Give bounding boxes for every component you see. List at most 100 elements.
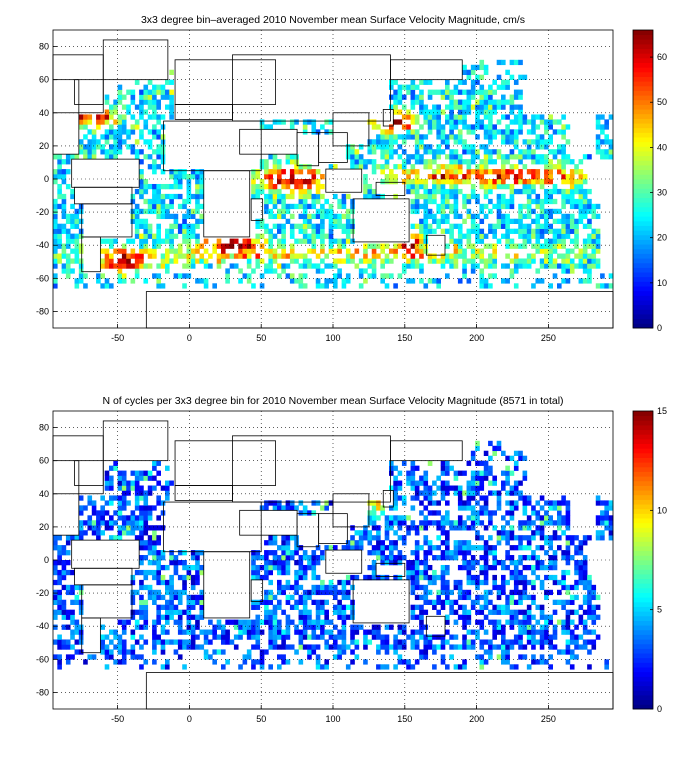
- data-cell: [277, 119, 282, 125]
- data-cell: [389, 273, 394, 279]
- data-cell: [548, 124, 553, 130]
- data-cell: [225, 273, 230, 279]
- data-cell: [337, 604, 342, 610]
- colorbar-segment: [633, 34, 653, 40]
- data-cell: [531, 198, 536, 205]
- data-cell: [221, 243, 226, 249]
- data-cell: [208, 253, 213, 259]
- data-cell: [414, 555, 420, 561]
- data-cell: [177, 644, 183, 650]
- data-cell: [453, 263, 459, 269]
- data-cell: [113, 99, 118, 105]
- data-cell: [475, 530, 480, 536]
- data-cell: [595, 500, 601, 506]
- data-cell: [600, 510, 605, 516]
- data-cell: [492, 634, 497, 640]
- data-cell: [147, 139, 153, 145]
- data-cell: [600, 124, 605, 130]
- y-tick-label: 80: [39, 42, 49, 52]
- data-cell: [169, 243, 174, 249]
- data-cell: [277, 569, 282, 576]
- data-cell: [298, 639, 304, 645]
- data-cell: [281, 198, 286, 205]
- data-cell: [535, 560, 541, 566]
- data-cell: [156, 460, 161, 466]
- data-cell: [445, 599, 450, 605]
- colorbar-segment: [633, 290, 653, 296]
- data-cell: [505, 579, 510, 586]
- data-cell: [600, 149, 605, 155]
- data-cell: [505, 139, 510, 145]
- data-cell: [419, 584, 424, 591]
- data-cell: [539, 183, 545, 190]
- data-cell: [462, 634, 467, 640]
- data-cell: [410, 179, 416, 185]
- data-cell: [177, 589, 183, 596]
- data-cell: [608, 515, 614, 521]
- data-cell: [328, 584, 334, 591]
- data-cell: [173, 169, 179, 175]
- data-cell: [229, 238, 235, 244]
- data-cell: [591, 248, 597, 254]
- data-cell: [445, 169, 450, 175]
- data-cell: [419, 253, 424, 259]
- data-cell: [199, 609, 205, 615]
- data-cell: [509, 594, 515, 601]
- data-cell: [233, 624, 239, 630]
- data-cell: [479, 84, 485, 90]
- colorbar-segment: [633, 262, 653, 268]
- data-cell: [139, 490, 144, 496]
- data-cell: [380, 154, 385, 160]
- data-cell: [298, 223, 304, 229]
- data-cell: [436, 223, 441, 229]
- colorbar-frame: [632, 29, 654, 329]
- data-cell: [608, 114, 614, 120]
- data-cell: [522, 579, 528, 586]
- data-cell: [104, 248, 110, 254]
- data-cell: [298, 584, 304, 591]
- data-cell: [539, 243, 545, 249]
- data-cell: [539, 139, 545, 145]
- data-cell: [160, 649, 166, 655]
- data-cell: [298, 564, 304, 571]
- data-cell: [152, 124, 157, 130]
- data-cell: [251, 283, 256, 289]
- data-cell: [410, 550, 416, 556]
- data-cell: [315, 129, 321, 135]
- data-cell: [449, 179, 454, 185]
- data-cell: [182, 283, 187, 289]
- data-cell: [410, 485, 416, 491]
- data-cell: [440, 485, 446, 491]
- data-cell: [315, 644, 321, 650]
- data-cell: [277, 560, 282, 566]
- data-cell: [251, 193, 256, 200]
- data-cell: [104, 129, 110, 135]
- data-cell: [367, 574, 373, 581]
- data-cell: [333, 589, 338, 596]
- data-cell: [186, 624, 192, 630]
- data-cell: [186, 273, 192, 279]
- data-cell: [501, 233, 506, 239]
- data-cell: [401, 659, 407, 665]
- data-cell: [496, 609, 502, 615]
- data-cell: [496, 530, 502, 536]
- data-cell: [384, 134, 390, 140]
- data-cell: [569, 203, 575, 210]
- data-cell: [117, 94, 123, 100]
- data-cell: [475, 223, 480, 229]
- data-cell: [65, 644, 71, 650]
- data-cell: [410, 258, 416, 264]
- data-cell: [307, 164, 312, 170]
- data-cell: [190, 258, 196, 264]
- data-cell: [113, 104, 118, 110]
- data-cell: [466, 193, 472, 200]
- data-cell: [440, 263, 446, 269]
- data-cell: [143, 540, 149, 546]
- data-cell: [397, 485, 403, 491]
- data-cell: [281, 535, 286, 541]
- data-cell: [505, 609, 510, 615]
- data-cell: [432, 228, 437, 234]
- data-cell: [427, 639, 433, 645]
- data-cell: [376, 193, 381, 200]
- data-cell: [488, 84, 493, 90]
